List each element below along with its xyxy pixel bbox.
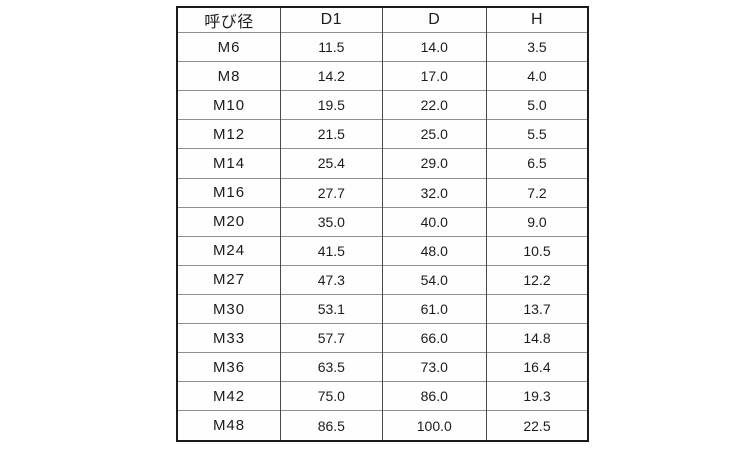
dimension-value-cell: 17.0 [381, 61, 487, 91]
dimension-value-cell: 16.4 [485, 352, 588, 382]
dimension-value-cell: 14.8 [485, 323, 588, 353]
dimension-value-cell: 11.5 [280, 31, 383, 62]
table-row: M10 19.5 22.0 5.0 [177, 90, 588, 120]
table-row: M14 25.4 29.0 6.5 [177, 148, 588, 179]
table-row: M48 86.5 100.0 22.5 [177, 410, 588, 441]
size-label-cell: M10 [177, 90, 281, 120]
dimension-value-cell: 14.0 [381, 31, 487, 62]
size-label-cell: M42 [177, 381, 281, 411]
dimension-value-cell: 53.1 [280, 293, 383, 324]
size-label-cell: M30 [177, 293, 281, 324]
size-label-cell: M16 [177, 177, 281, 208]
size-label-cell: M27 [177, 264, 281, 295]
size-label-cell: M12 [177, 119, 281, 149]
table-row: M16 27.7 32.0 7.2 [177, 177, 588, 208]
column-header-h: H [485, 7, 588, 33]
header-row: 呼び径 D1 D H [177, 7, 588, 33]
dimension-value-cell: 86.0 [381, 381, 487, 411]
dimension-value-cell: 7.2 [485, 177, 588, 208]
column-header-d1: D1 [280, 7, 383, 33]
dimension-value-cell: 29.0 [381, 148, 487, 179]
dimension-value-cell: 22.0 [381, 90, 487, 120]
dimension-value-cell: 66.0 [381, 323, 487, 353]
dimension-value-cell: 10.5 [485, 235, 588, 266]
size-label-cell: M6 [177, 31, 281, 62]
table-row: M12 21.5 25.0 5.5 [177, 119, 588, 149]
size-label-cell: M14 [177, 148, 281, 179]
table-row: M36 63.5 73.0 16.4 [177, 352, 588, 382]
table-row: M8 14.2 17.0 4.0 [177, 61, 588, 91]
dimension-value-cell: 47.3 [280, 264, 383, 295]
size-label-cell: M24 [177, 235, 281, 266]
table-row: M42 75.0 86.0 19.3 [177, 381, 588, 411]
dimension-value-cell: 25.0 [381, 119, 487, 149]
dimension-value-cell: 5.5 [485, 119, 588, 149]
dimension-value-cell: 4.0 [485, 61, 588, 91]
dimension-value-cell: 19.3 [485, 381, 588, 411]
table-row: M27 47.3 54.0 12.2 [177, 264, 588, 295]
column-header-d: D [381, 7, 487, 33]
table-row: M33 57.7 66.0 14.8 [177, 323, 588, 353]
dimension-value-cell: 41.5 [280, 235, 383, 266]
dimension-value-cell: 21.5 [280, 119, 383, 149]
dimension-value-cell: 57.7 [280, 323, 383, 353]
dimension-value-cell: 86.5 [280, 410, 383, 441]
size-label-cell: M48 [177, 410, 281, 441]
dimension-value-cell: 63.5 [280, 352, 383, 382]
dimension-value-cell: 73.0 [381, 352, 487, 382]
dimension-value-cell: 5.0 [485, 90, 588, 120]
dimension-value-cell: 25.4 [280, 148, 383, 179]
table-row: M20 35.0 40.0 9.0 [177, 206, 588, 237]
dimension-value-cell: 40.0 [381, 206, 487, 237]
dimension-value-cell: 48.0 [381, 235, 487, 266]
size-label-cell: M36 [177, 352, 281, 382]
dimension-value-cell: 12.2 [485, 264, 588, 295]
dimension-value-cell: 54.0 [381, 264, 487, 295]
dimension-value-cell: 61.0 [381, 293, 487, 324]
size-label-cell: M8 [177, 61, 281, 91]
dimension-value-cell: 35.0 [280, 206, 383, 237]
dimension-value-cell: 9.0 [485, 206, 588, 237]
dimension-value-cell: 14.2 [280, 61, 383, 91]
dimension-value-cell: 13.7 [485, 293, 588, 324]
dimension-value-cell: 22.5 [485, 410, 588, 441]
column-header-nominal-diameter: 呼び径 [204, 14, 254, 31]
dimension-value-cell: 75.0 [280, 381, 383, 411]
dimension-value-cell: 3.5 [485, 31, 588, 62]
dimension-value-cell: 32.0 [381, 177, 487, 208]
size-label-cell: M20 [177, 206, 281, 237]
dimension-value-cell: 100.0 [381, 410, 487, 441]
table-body: M6 11.5 14.0 3.5 M8 14.2 17.0 4.0 M10 19.5 22.0 5.0… [177, 31, 588, 441]
table-row: M6 11.5 14.0 3.5 [177, 31, 588, 62]
dimension-spec-table: 呼び径 D1 D H M6 11.5 14.0 3.5 M8 14.2 17.0 4.0 M10… [176, 6, 589, 442]
dimension-value-cell: 19.5 [280, 90, 383, 120]
dimension-value-cell: 27.7 [280, 177, 383, 208]
size-label-cell: M33 [177, 323, 281, 353]
table-row: M24 41.5 48.0 10.5 [177, 235, 588, 266]
table-row: M30 53.1 61.0 13.7 [177, 293, 588, 324]
table-header: 呼び径 D1 D H [177, 7, 588, 33]
dimension-value-cell: 6.5 [485, 148, 588, 179]
